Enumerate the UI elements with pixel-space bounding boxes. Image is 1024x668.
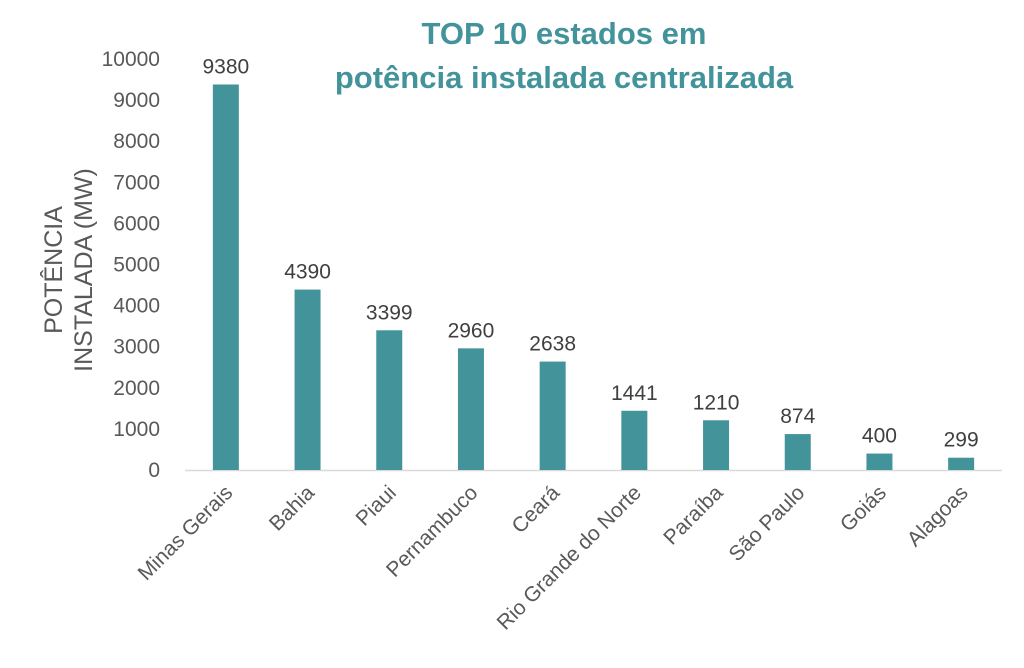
chart-title-line-2: potência instalada centralizada <box>335 60 794 95</box>
x-tick-label: Goiás <box>836 481 891 536</box>
y-tick-label: 8000 <box>113 130 160 153</box>
x-tick-label: Ceará <box>507 481 564 538</box>
y-tick-label: 2000 <box>113 377 160 400</box>
y-tick-label: 4000 <box>113 295 160 318</box>
bar <box>703 420 730 470</box>
x-tick-label: Piaui <box>351 481 400 530</box>
bar <box>457 348 484 470</box>
x-tick-label: São Paulo <box>724 481 809 566</box>
bar <box>866 453 893 470</box>
x-tick-label: Alagoas <box>903 481 973 551</box>
y-tick-label: 0 <box>148 459 160 482</box>
y-tick-label: 7000 <box>113 171 160 194</box>
bar <box>294 289 321 470</box>
data-label: 2960 <box>448 319 495 342</box>
bar <box>621 410 648 470</box>
y-tick-label: 9000 <box>113 89 160 112</box>
y-axis-ticks: 0 1000 2000 3000 4000 5000 6000 7000 8000 9000 100… <box>102 48 160 482</box>
x-tick-label: Paraíba <box>659 481 727 549</box>
bar <box>212 84 239 471</box>
bar <box>539 361 566 470</box>
x-tick-label: Rio Grande do Norte <box>493 481 646 634</box>
data-label: 3399 <box>366 301 413 324</box>
data-label: 2638 <box>529 333 576 356</box>
chart-title: TOP 10 estados em potência instalada cen… <box>335 16 794 95</box>
x-tick-label: Bahia <box>265 481 319 535</box>
x-tick-label: Minas Gerais <box>134 481 238 585</box>
y-tick-label: 6000 <box>113 212 160 235</box>
bar <box>784 434 811 470</box>
data-label: 1210 <box>693 391 740 414</box>
y-axis-label: POTÊNCIA INSTALADA (MW) <box>39 168 98 372</box>
data-label: 9380 <box>202 55 249 78</box>
y-tick-label: 3000 <box>113 336 160 359</box>
data-label: 299 <box>944 429 979 452</box>
y-axis-label-line-2: INSTALADA (MW) <box>70 168 98 372</box>
data-label: 1441 <box>611 382 658 405</box>
data-label: 4390 <box>284 261 331 284</box>
data-label: 400 <box>862 425 897 448</box>
bars <box>212 84 975 471</box>
y-tick-label: 10000 <box>102 48 160 71</box>
y-tick-label: 1000 <box>113 418 160 441</box>
y-tick-label: 5000 <box>113 254 160 277</box>
bar <box>948 457 975 470</box>
chart-title-line-1: TOP 10 estados em <box>422 16 707 51</box>
data-label: 874 <box>780 405 815 428</box>
bar <box>376 330 403 470</box>
y-axis-label-line-1: POTÊNCIA <box>39 206 68 334</box>
data-labels: 9380 4390 3399 2960 2638 1441 1210 874 400 299 <box>202 55 978 451</box>
